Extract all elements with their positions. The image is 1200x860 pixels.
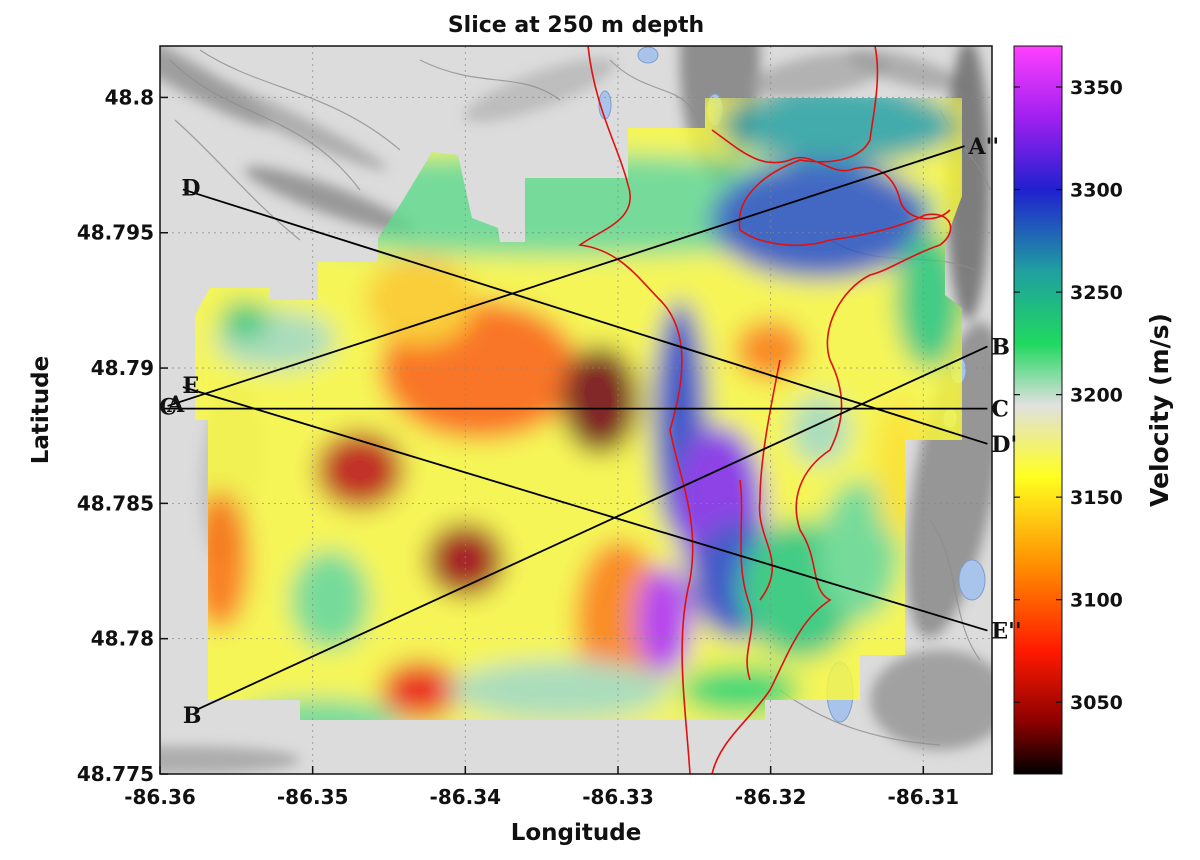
x-axis-label: Longitude	[511, 820, 642, 846]
profile-label-e-end: E''	[991, 619, 1021, 645]
colorbar-tick-label: 3300	[1070, 180, 1123, 202]
x-axis-ticks: -86.36 -86.35 -86.34 -86.33 -86.32 -86.31	[124, 766, 959, 809]
y-tick-label: 48.785	[77, 491, 154, 515]
y-tick-label: 48.795	[77, 221, 154, 245]
y-tick-label: 48.78	[91, 627, 154, 651]
x-tick-label: -86.31	[888, 785, 960, 809]
profile-lines	[160, 145, 988, 710]
x-tick-label: -86.34	[430, 785, 502, 809]
colorbar-tick-label: 3250	[1070, 282, 1123, 304]
profile-label-e-start: E	[183, 373, 200, 399]
profile-label-d-start: D	[181, 175, 200, 201]
profile-labels: A A'' B B C C D D' E E''	[159, 134, 1021, 729]
colorbar	[1013, 45, 1063, 775]
x-tick-label: -86.33	[582, 785, 654, 809]
colorbar-ticks: 3350 3300 3250 3200 3150 3100 3050	[1014, 77, 1123, 714]
profile-label-c-start: C	[159, 395, 177, 421]
profile-line-e	[182, 386, 988, 632]
x-tick-label: -86.36	[124, 785, 196, 809]
map-area	[160, 46, 992, 774]
profile-label-b-end: B	[991, 334, 1010, 360]
plot-frame	[159, 45, 993, 775]
red-boundary-lines	[577, 46, 952, 774]
colorbar-tick-label: 3200	[1070, 385, 1123, 407]
colorbar-tick-label: 3150	[1070, 487, 1123, 509]
y-tick-label: 48.8	[105, 85, 154, 109]
colorbar-tick-label: 3050	[1070, 692, 1123, 714]
profile-line-d	[182, 188, 988, 445]
x-tick-label: -86.35	[277, 785, 349, 809]
profile-label-a-end: A''	[968, 134, 1000, 160]
colorbar-label: Velocity (m/s)	[1145, 313, 1174, 507]
topographic-contours	[169, 49, 991, 746]
gridlines	[160, 46, 992, 774]
x-tick-label: -86.32	[735, 785, 807, 809]
chart-title: Slice at 250 m depth	[448, 13, 704, 38]
profile-label-c-end: C	[991, 397, 1009, 423]
y-tick-label: 48.775	[77, 762, 154, 786]
profile-label-b-start: B	[183, 703, 202, 729]
profile-label-a-start: A	[166, 392, 185, 418]
colorbar-tick-label: 3350	[1070, 77, 1123, 99]
colorbar-tick-label: 3100	[1070, 590, 1123, 612]
profile-label-d-end: D'	[991, 432, 1017, 458]
y-axis-ticks: 48.8 48.795 48.79 48.785 48.78 48.775	[77, 85, 168, 786]
profile-line-b	[197, 345, 988, 710]
y-axis-label: Latitude	[28, 356, 54, 465]
profile-line-a	[167, 145, 965, 407]
y-tick-label: 48.79	[91, 356, 154, 380]
